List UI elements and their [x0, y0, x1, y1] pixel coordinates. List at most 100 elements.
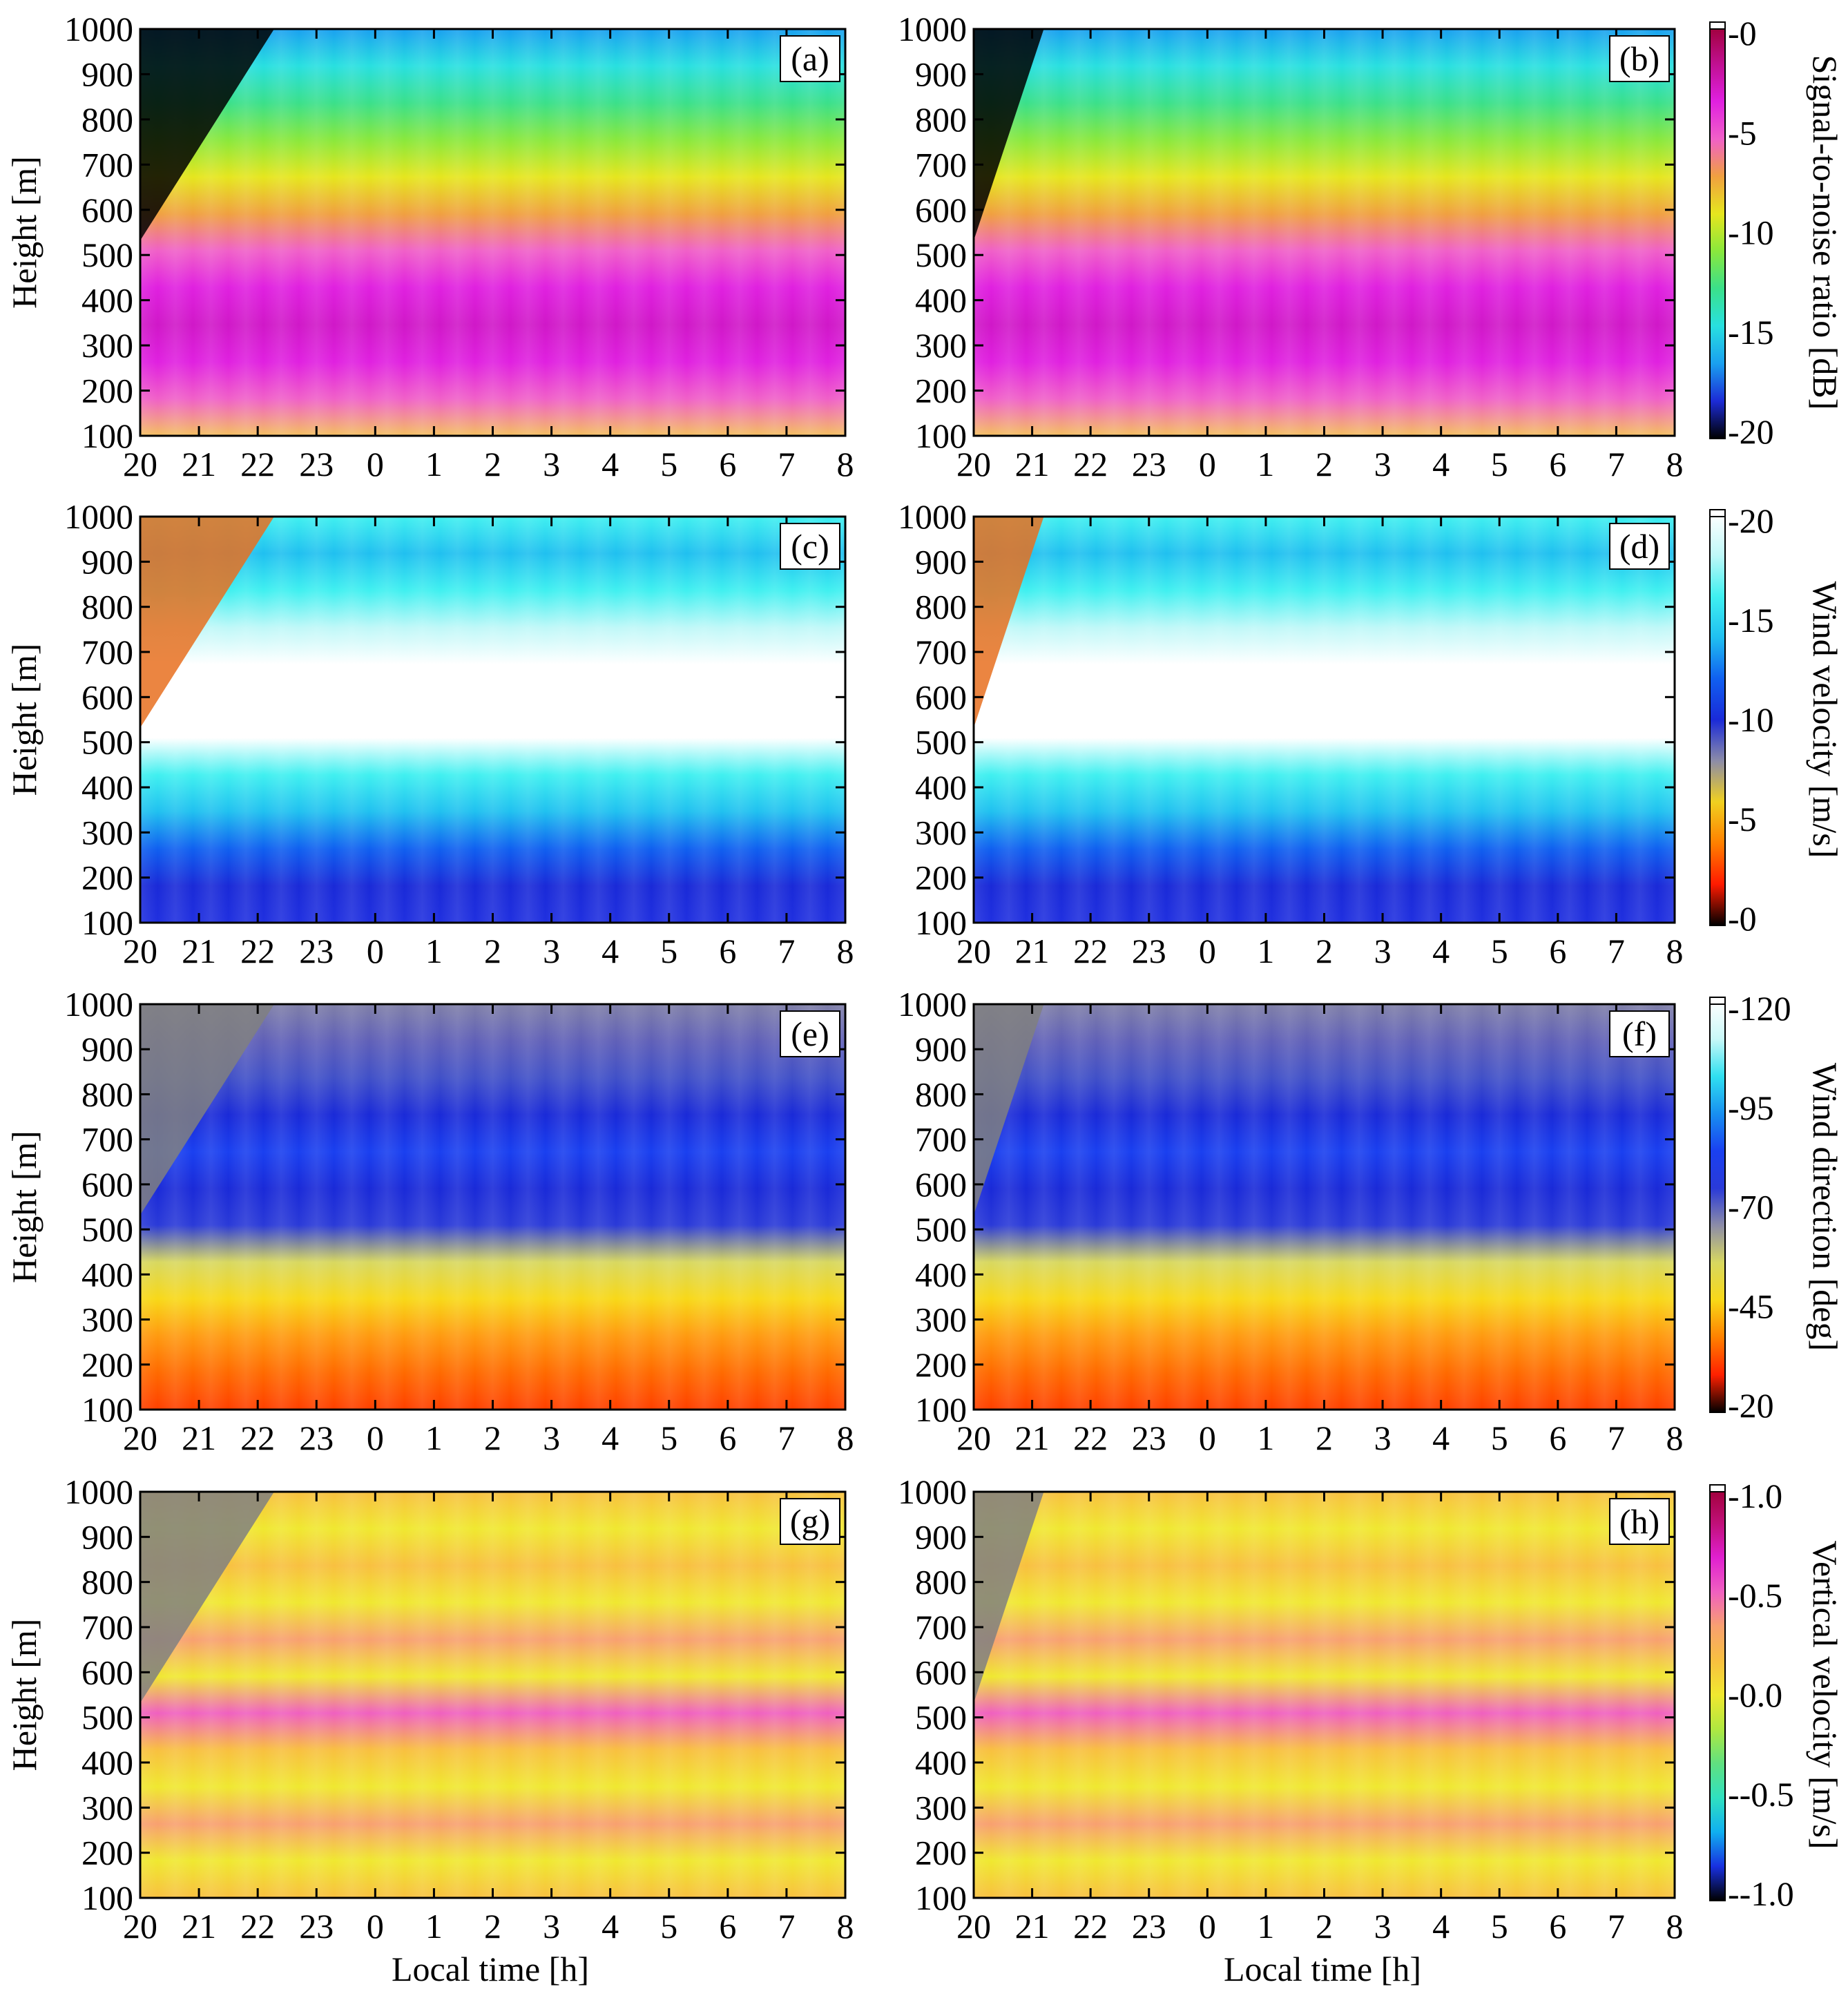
y-tick-label: 700	[915, 1120, 967, 1159]
noise-region	[140, 517, 274, 728]
x-tick-label: 23	[299, 932, 334, 970]
x-tick-label: 7	[1608, 1419, 1625, 1457]
colorbar-label: Wind direction [deg]	[1806, 1063, 1845, 1351]
x-tick-label: 6	[719, 1907, 736, 1946]
x-tick-label: 22	[240, 445, 275, 483]
y-axis-label: Height [m]	[5, 1619, 44, 1771]
panel-label: (c)	[791, 527, 829, 566]
colorbar-tick-label: -15	[1728, 313, 1774, 352]
colorbar-gradient	[1710, 26, 1725, 439]
y-tick-label: 600	[81, 678, 133, 716]
y-tick-label: 800	[81, 588, 133, 626]
x-tick-label: 1	[1257, 1907, 1274, 1946]
y-tick-label: 600	[81, 1653, 133, 1691]
y-tick-label: 1000	[898, 1472, 967, 1511]
noise-region	[974, 517, 1044, 728]
colorbar-w: -1.0 -0.5 -0.0 --0.5 --1.0 Vertical velocity …	[1709, 1477, 1845, 1913]
x-tick-label: 8	[837, 1419, 854, 1457]
x-tick-label: 7	[1608, 932, 1625, 970]
x-tick-label: 22	[1073, 445, 1108, 483]
y-tick-label: 100	[81, 903, 133, 942]
panel-label-box	[780, 1498, 840, 1545]
y-tick-label: 700	[915, 145, 967, 184]
x-tick-label: 23	[299, 1419, 334, 1457]
panel-e: 20 21 22 23 0 1 2 3 4 5 6 7 810020030040050060070080…	[5, 985, 854, 1457]
y-tick-label: 700	[915, 633, 967, 671]
x-tick-label: 22	[240, 1419, 275, 1457]
y-tick-label: 400	[81, 768, 133, 807]
y-tick-label: 600	[915, 678, 967, 716]
colorbar-snr: -0 -5 -10 -15 -20 Signal-to-noise ratio [dB]	[1709, 14, 1845, 451]
colorbar-label: Vertical velocity [m/s]	[1806, 1540, 1845, 1849]
panel-label: (f)	[1622, 1015, 1657, 1053]
y-tick-label: 100	[81, 416, 133, 455]
heatmap-streaks	[140, 1492, 845, 1898]
x-tick-label: 20	[123, 1907, 157, 1946]
y-tick-label: 1000	[64, 10, 133, 48]
x-tick-label: 6	[719, 445, 736, 483]
colorbar-tick-label: --0.5	[1728, 1775, 1794, 1814]
x-tick-label: 2	[1316, 1907, 1333, 1946]
y-tick-label: 1000	[898, 497, 967, 536]
y-tick-label: 300	[915, 813, 967, 852]
x-tick-label: 4	[601, 1419, 619, 1457]
colorbar-cap	[1709, 1484, 1726, 1492]
x-tick-label: 1	[425, 1419, 443, 1457]
x-tick-label: 8	[1666, 932, 1684, 970]
y-tick-label: 300	[915, 1300, 967, 1339]
y-tick-label: 500	[81, 1210, 133, 1249]
y-tick-label: 700	[81, 1120, 133, 1159]
x-tick-label: 6	[1549, 932, 1566, 970]
panel-label: (e)	[791, 1015, 829, 1053]
y-tick-label: 200	[915, 858, 967, 897]
y-tick-label: 900	[81, 1517, 133, 1556]
x-tick-label: 22	[240, 1907, 275, 1946]
x-tick-label: 21	[1015, 932, 1050, 970]
x-tick-label: 21	[1015, 1419, 1050, 1457]
y-tick-label: 500	[915, 1210, 967, 1249]
x-tick-label: 21	[1015, 1907, 1050, 1946]
x-tick-label: 0	[367, 932, 384, 970]
y-tick-label: 400	[81, 1743, 133, 1782]
panel-c: 20 21 22 23 0 1 2 3 4 5 6 7 810020030040050060070080…	[5, 497, 854, 970]
y-tick-label: 900	[915, 542, 967, 581]
colorbar-gradient	[1710, 1001, 1725, 1412]
x-axis-label-left: Local time [h]	[392, 1950, 589, 1988]
y-tick-label: 100	[915, 1879, 967, 1917]
y-tick-label: 900	[915, 1517, 967, 1556]
colorbar-tick-label: -10	[1728, 700, 1774, 739]
x-tick-label: 0	[367, 1907, 384, 1946]
x-tick-label: 4	[1432, 1419, 1450, 1457]
colorbar-tick-label: -95	[1728, 1088, 1774, 1127]
x-tick-label: 2	[484, 445, 501, 483]
x-tick-label: 4	[601, 1907, 619, 1946]
colorbar-cap	[1709, 509, 1726, 517]
y-tick-label: 600	[81, 191, 133, 229]
x-tick-label: 8	[1666, 1907, 1684, 1946]
panel-label-box	[1609, 35, 1670, 82]
x-tick-label: 4	[1432, 445, 1450, 483]
x-tick-label: 20	[956, 1419, 991, 1457]
x-tick-label: 5	[660, 1419, 677, 1457]
x-tick-label: 7	[1608, 1907, 1625, 1946]
y-tick-label: 200	[81, 1834, 133, 1872]
y-tick-label: 600	[915, 191, 967, 229]
x-tick-label: 22	[1073, 1907, 1108, 1946]
x-tick-label: 22	[1073, 1419, 1108, 1457]
colorbar-tick-label: -20	[1728, 501, 1774, 540]
x-tick-label: 8	[1666, 445, 1684, 483]
heatmap-streaks	[140, 29, 845, 436]
y-tick-label: 200	[81, 858, 133, 897]
x-tick-label: 23	[1132, 445, 1166, 483]
heatmap-streaks	[140, 517, 845, 923]
y-tick-label: 800	[81, 1075, 133, 1113]
y-tick-label: 300	[81, 813, 133, 852]
x-tick-label: 3	[543, 445, 560, 483]
colorbar-tick-label: --1.0	[1728, 1874, 1794, 1913]
colorbar-label: Signal-to-noise ratio [dB]	[1806, 55, 1845, 410]
y-tick-label: 500	[915, 723, 967, 762]
panel-label-box	[780, 1010, 840, 1057]
y-axis-label: Height [m]	[5, 156, 44, 309]
x-tick-label: 8	[837, 1907, 854, 1946]
